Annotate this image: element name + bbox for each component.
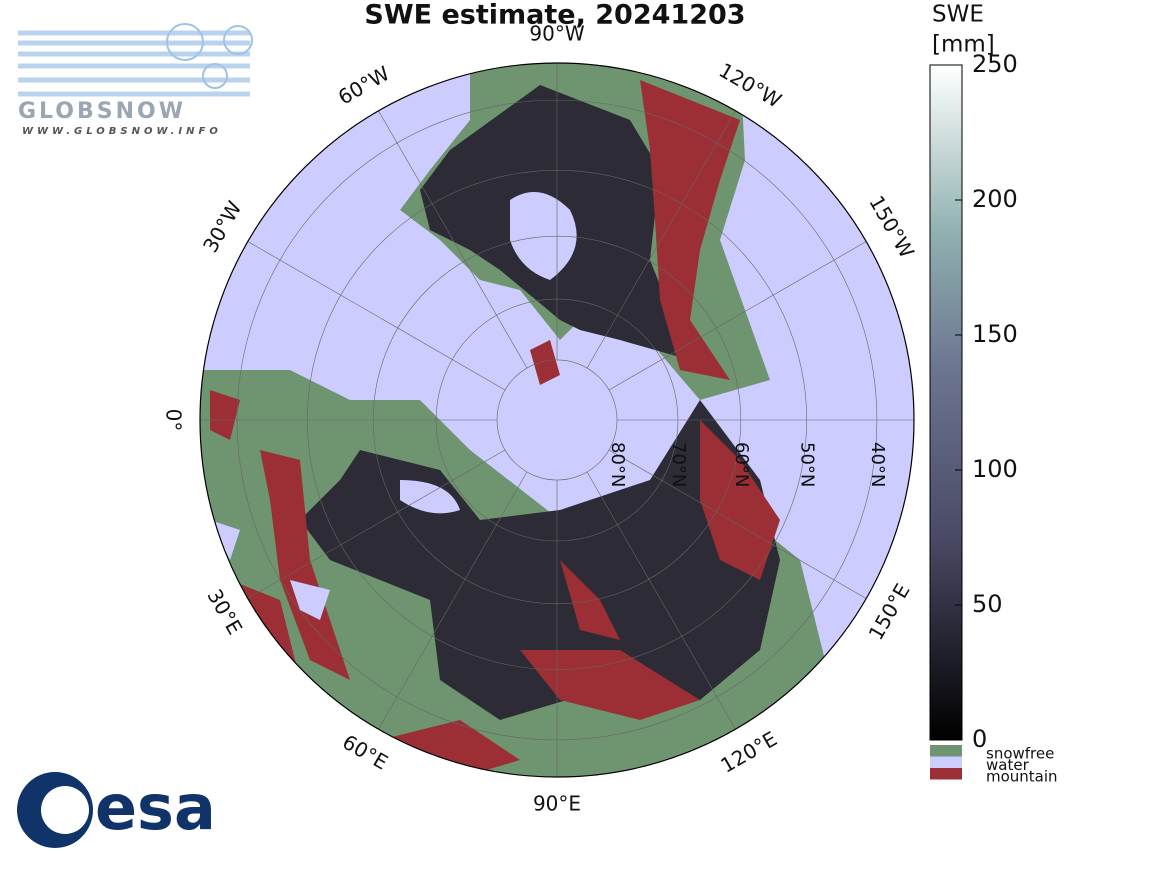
longitude-label: 30°E: [202, 585, 247, 639]
category-swatch: [930, 768, 962, 780]
map-frame: [199, 62, 915, 778]
longitude-label: 120°W: [715, 58, 786, 113]
meridian: [378, 471, 528, 730]
colorbar-tick-label: 200: [972, 185, 1018, 213]
colorbar-tick-label: 100: [972, 455, 1018, 483]
longitude-label: 90°E: [533, 792, 581, 816]
title: SWE estimate, 20241203: [364, 0, 745, 31]
longitude-label: 0°: [162, 409, 186, 432]
globsnow-logo: GLOBSNOW WWW.GLOBSNOW.INFO: [18, 23, 253, 137]
map: [200, 63, 914, 777]
category-swatch: [930, 756, 962, 768]
meridian: [247, 241, 506, 391]
meridian: [586, 110, 736, 369]
longitude-label: 60°W: [334, 61, 394, 110]
latitude-label: 70°N: [668, 442, 689, 487]
colorbar-tick-label: 0: [972, 725, 987, 753]
colorbar: SWE [mm] 0 50 100 150 200 250 snowfreewatermount…: [929, 2, 1058, 786]
logo-name: GLOBSNOW: [18, 99, 186, 124]
longitude-label: 30°W: [198, 197, 247, 257]
colorbar-tick-label: 50: [972, 590, 1003, 618]
colorbar-tick-label: 150: [972, 320, 1018, 348]
category-label: water: [986, 756, 1030, 774]
colorbar-title: SWE: [932, 2, 984, 28]
longitude-label: 90°W: [529, 22, 584, 46]
latitude-label: 80°N: [607, 442, 628, 487]
colorbar-title: [mm]: [932, 32, 995, 58]
meridian: [608, 241, 867, 391]
category-swatch: [930, 745, 962, 757]
longitude-label: 60°E: [338, 730, 392, 775]
category-label: mountain: [986, 768, 1058, 786]
meridian: [608, 449, 867, 599]
latitude-label: 40°N: [867, 442, 888, 487]
colorbar-tick-label: 250: [972, 50, 1018, 78]
longitude-label: 150°W: [864, 191, 919, 262]
esa-logo: esa: [17, 771, 216, 848]
latitude-label: 50°N: [797, 442, 818, 487]
latitude-label: 60°N: [731, 442, 752, 487]
logo-agency: esa: [95, 771, 216, 844]
logo-url: WWW.GLOBSNOW.INFO: [22, 126, 222, 137]
meridian: [378, 110, 528, 369]
meridian: [586, 471, 736, 730]
category-label: snowfree: [986, 745, 1054, 763]
meridian: [247, 449, 506, 599]
colorbar-ramp: [929, 64, 963, 741]
